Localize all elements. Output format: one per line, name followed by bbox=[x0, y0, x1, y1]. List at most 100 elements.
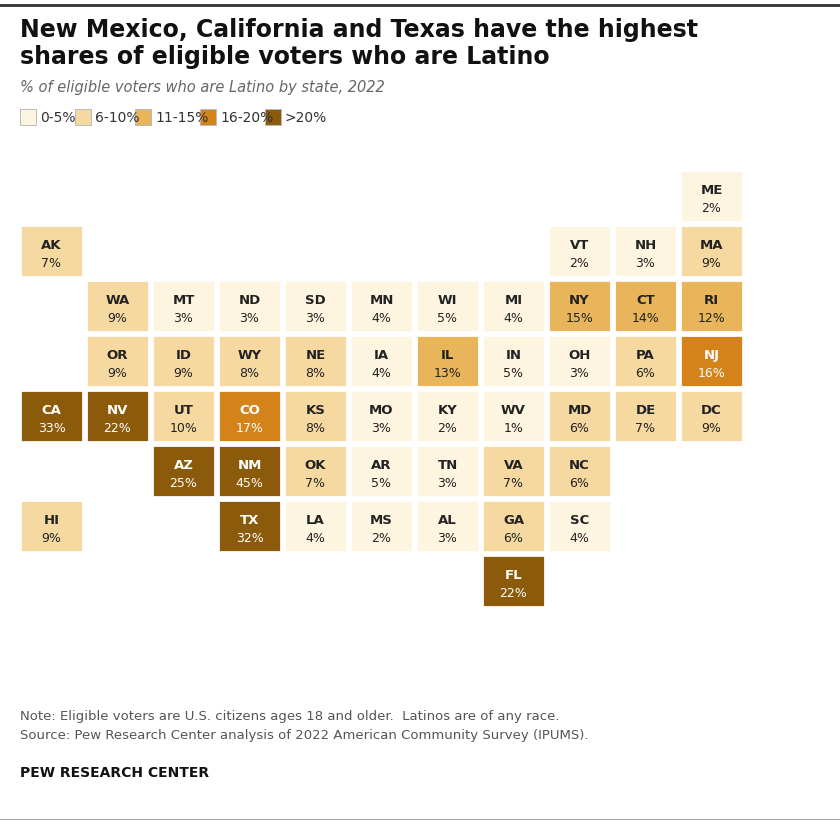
Text: 9%: 9% bbox=[108, 366, 128, 380]
Text: OH: OH bbox=[569, 349, 591, 362]
FancyBboxPatch shape bbox=[200, 110, 216, 126]
Text: ID: ID bbox=[176, 349, 192, 362]
Text: 22%: 22% bbox=[500, 586, 528, 600]
Text: IN: IN bbox=[506, 349, 522, 362]
Text: NH: NH bbox=[634, 239, 657, 252]
Text: KS: KS bbox=[306, 404, 325, 417]
FancyBboxPatch shape bbox=[482, 336, 545, 388]
FancyBboxPatch shape bbox=[548, 500, 611, 552]
Text: MA: MA bbox=[700, 239, 723, 252]
Text: 33%: 33% bbox=[38, 422, 66, 434]
FancyBboxPatch shape bbox=[350, 446, 413, 497]
Text: 5%: 5% bbox=[371, 476, 391, 490]
Text: 3%: 3% bbox=[306, 312, 325, 324]
FancyBboxPatch shape bbox=[350, 336, 413, 388]
Text: PEW RESEARCH CENTER: PEW RESEARCH CENTER bbox=[20, 765, 209, 779]
FancyBboxPatch shape bbox=[548, 226, 611, 278]
Text: NY: NY bbox=[570, 294, 590, 307]
Text: 10%: 10% bbox=[170, 422, 197, 434]
Text: NC: NC bbox=[570, 459, 590, 471]
Text: TN: TN bbox=[438, 459, 458, 471]
Text: IA: IA bbox=[374, 349, 389, 362]
Text: 3%: 3% bbox=[438, 476, 458, 490]
Text: FL: FL bbox=[505, 569, 522, 581]
Text: 0-5%: 0-5% bbox=[40, 111, 76, 125]
FancyBboxPatch shape bbox=[218, 446, 281, 497]
Text: Note: Eligible voters are U.S. citizens ages 18 and older.  Latinos are of any r: Note: Eligible voters are U.S. citizens … bbox=[20, 709, 589, 741]
Text: VT: VT bbox=[570, 239, 589, 252]
FancyBboxPatch shape bbox=[614, 280, 677, 332]
Text: 3%: 3% bbox=[570, 366, 590, 380]
Text: 3%: 3% bbox=[371, 422, 391, 434]
FancyBboxPatch shape bbox=[20, 110, 36, 126]
FancyBboxPatch shape bbox=[548, 446, 611, 497]
Text: 5%: 5% bbox=[438, 312, 458, 324]
FancyBboxPatch shape bbox=[482, 555, 545, 607]
Text: DC: DC bbox=[701, 404, 722, 417]
FancyBboxPatch shape bbox=[218, 280, 281, 332]
Text: OK: OK bbox=[305, 459, 326, 471]
Text: WY: WY bbox=[238, 349, 261, 362]
Text: CA: CA bbox=[41, 404, 61, 417]
Text: 7%: 7% bbox=[503, 476, 523, 490]
Text: LA: LA bbox=[306, 514, 325, 527]
FancyBboxPatch shape bbox=[284, 280, 347, 332]
FancyBboxPatch shape bbox=[680, 336, 743, 388]
Text: AL: AL bbox=[438, 514, 457, 527]
Text: 9%: 9% bbox=[701, 256, 722, 270]
Text: AR: AR bbox=[371, 459, 391, 471]
Text: WI: WI bbox=[438, 294, 457, 307]
Text: 4%: 4% bbox=[570, 531, 590, 544]
Text: 6%: 6% bbox=[570, 476, 590, 490]
Text: MS: MS bbox=[370, 514, 393, 527]
Text: TX: TX bbox=[239, 514, 260, 527]
Text: 25%: 25% bbox=[170, 476, 197, 490]
Text: New Mexico, California and Texas have the highest
shares of eligible voters who : New Mexico, California and Texas have th… bbox=[20, 18, 698, 69]
Text: NV: NV bbox=[107, 404, 129, 417]
Text: VA: VA bbox=[504, 459, 523, 471]
Text: MD: MD bbox=[567, 404, 591, 417]
Text: 3%: 3% bbox=[174, 312, 193, 324]
FancyBboxPatch shape bbox=[152, 336, 215, 388]
Text: % of eligible voters who are Latino by state, 2022: % of eligible voters who are Latino by s… bbox=[20, 80, 385, 95]
FancyBboxPatch shape bbox=[482, 280, 545, 332]
FancyBboxPatch shape bbox=[152, 390, 215, 442]
Text: ND: ND bbox=[239, 294, 260, 307]
FancyBboxPatch shape bbox=[20, 390, 83, 442]
Text: DE: DE bbox=[635, 404, 656, 417]
Text: UT: UT bbox=[174, 404, 193, 417]
Text: 6%: 6% bbox=[570, 422, 590, 434]
Text: WA: WA bbox=[105, 294, 129, 307]
FancyBboxPatch shape bbox=[416, 500, 479, 552]
FancyBboxPatch shape bbox=[350, 390, 413, 442]
Text: 3%: 3% bbox=[239, 312, 260, 324]
Text: 4%: 4% bbox=[371, 312, 391, 324]
Text: 12%: 12% bbox=[698, 312, 726, 324]
FancyBboxPatch shape bbox=[20, 500, 83, 552]
Text: 32%: 32% bbox=[236, 531, 264, 544]
FancyBboxPatch shape bbox=[265, 110, 281, 126]
FancyBboxPatch shape bbox=[614, 336, 677, 388]
Text: NM: NM bbox=[238, 459, 262, 471]
FancyBboxPatch shape bbox=[416, 336, 479, 388]
Text: CO: CO bbox=[239, 404, 260, 417]
Text: 8%: 8% bbox=[306, 366, 326, 380]
FancyBboxPatch shape bbox=[350, 280, 413, 332]
Text: 9%: 9% bbox=[174, 366, 193, 380]
Text: AK: AK bbox=[41, 239, 62, 252]
Text: NJ: NJ bbox=[704, 349, 720, 362]
FancyBboxPatch shape bbox=[416, 280, 479, 332]
Text: 7%: 7% bbox=[636, 422, 655, 434]
Text: 17%: 17% bbox=[235, 422, 264, 434]
FancyBboxPatch shape bbox=[86, 336, 149, 388]
Text: >20%: >20% bbox=[285, 111, 328, 125]
Text: 8%: 8% bbox=[306, 422, 326, 434]
Text: 11-15%: 11-15% bbox=[155, 111, 208, 125]
FancyBboxPatch shape bbox=[548, 280, 611, 332]
Text: 3%: 3% bbox=[438, 531, 458, 544]
FancyBboxPatch shape bbox=[680, 171, 743, 222]
Text: 16-20%: 16-20% bbox=[220, 111, 273, 125]
Text: MN: MN bbox=[370, 294, 394, 307]
Text: 2%: 2% bbox=[701, 202, 722, 215]
Text: 2%: 2% bbox=[438, 422, 458, 434]
